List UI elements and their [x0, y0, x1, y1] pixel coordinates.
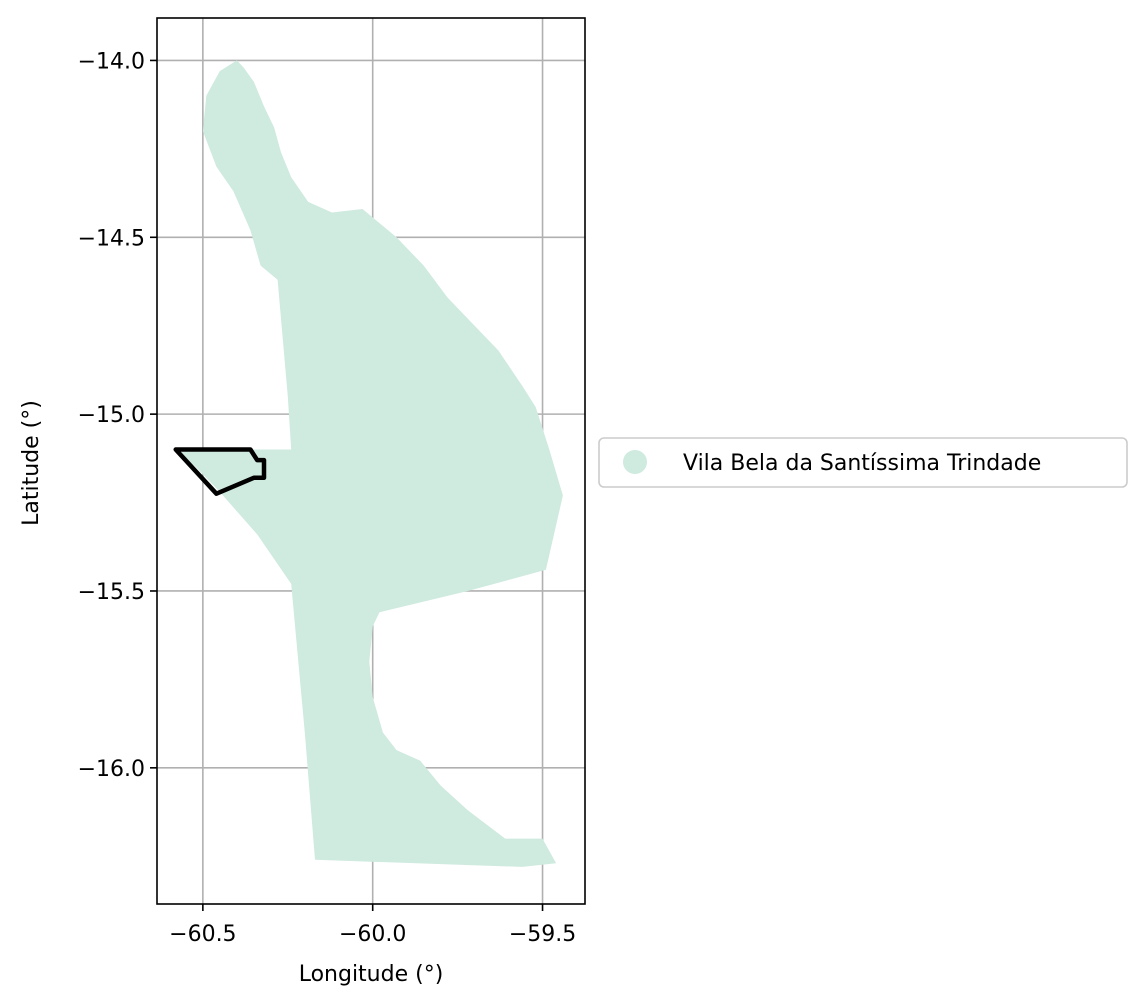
x-axis-label: Longitude (°) — [299, 962, 444, 987]
legend-marker — [623, 450, 647, 474]
plot-frame — [156, 17, 586, 905]
legend-box — [598, 437, 1128, 488]
y-tick-label: −14.0 — [78, 49, 145, 74]
x-tick-label: −60.0 — [339, 922, 406, 947]
legend-label: Vila Bela da Santíssima Trindade — [683, 451, 1041, 476]
legend: Vila Bela da Santíssima Trindade — [598, 437, 1128, 488]
x-tick-label: −59.5 — [509, 922, 576, 947]
y-tick-label: −14.5 — [78, 226, 145, 251]
y-tick-label: −15.5 — [78, 580, 145, 605]
y-axis-label: Latitude (°) — [19, 400, 44, 526]
map-regions — [173, 60, 563, 867]
y-tick-label: −15.0 — [78, 403, 145, 428]
x-tick-label: −60.5 — [169, 922, 236, 947]
y-tick-label: −16.0 — [78, 757, 145, 782]
highlight-outline — [173, 447, 267, 496]
axis-ticks: −60.5 −60.0 −59.5 −14.0 −14.5 −15.0 −15.5 −16.0 — [78, 49, 577, 947]
region-vila-bela — [175, 60, 563, 867]
